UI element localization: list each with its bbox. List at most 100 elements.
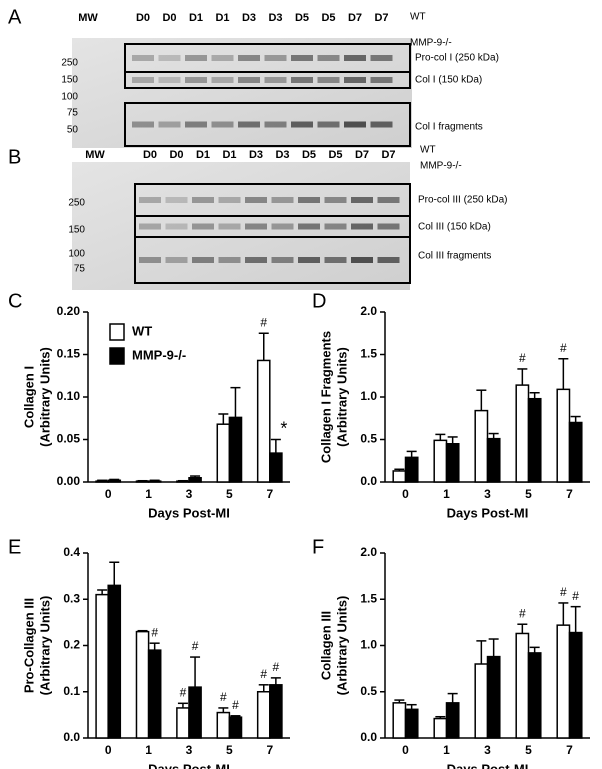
blot-band xyxy=(324,223,347,230)
bar xyxy=(392,470,407,483)
y-axis-title: Pro-Collagen III xyxy=(21,598,36,693)
bar xyxy=(404,708,419,739)
group-label: MMP-9-/- xyxy=(410,38,452,49)
panel-letter: E xyxy=(8,536,21,558)
bar xyxy=(256,691,271,739)
bar xyxy=(568,421,583,483)
bar xyxy=(486,655,501,739)
blot-band xyxy=(298,197,320,203)
bar xyxy=(269,452,283,483)
blot-band xyxy=(238,55,260,61)
box-label: Col III fragments xyxy=(418,251,491,262)
y-axis-title: (Arbitrary Units) xyxy=(37,596,52,696)
lane-label: D0 xyxy=(162,12,176,24)
bar xyxy=(147,649,162,739)
bar xyxy=(228,416,243,483)
x-axis-title: Days Post-MI xyxy=(148,505,230,520)
blot-band xyxy=(139,223,161,230)
blot-box xyxy=(124,102,411,147)
bar xyxy=(515,384,530,483)
panel-letter: D xyxy=(312,290,326,312)
y-tick-label: 0.3 xyxy=(63,591,80,605)
bar xyxy=(135,480,150,483)
y-tick-label: 2.0 xyxy=(360,304,377,318)
panel-letter: B xyxy=(8,146,21,168)
blot-band xyxy=(158,77,181,83)
blot-band xyxy=(132,55,154,61)
y-tick-label: 0.0 xyxy=(360,730,377,744)
y-axis-title: (Arbitrary Units) xyxy=(334,347,349,447)
x-tick-label: 3 xyxy=(484,487,491,501)
blot-band xyxy=(132,121,154,128)
blot-band xyxy=(218,223,241,230)
y-tick-label: 0.00 xyxy=(57,474,81,488)
significance-mark: # xyxy=(519,606,526,620)
box-label: Col I (150 kDa) xyxy=(415,75,482,86)
blot-band xyxy=(192,223,214,230)
x-tick-label: 3 xyxy=(186,743,193,757)
significance-mark: # xyxy=(232,698,239,712)
x-tick-label: 7 xyxy=(566,487,573,501)
y-tick-label: 1.5 xyxy=(360,347,377,361)
blot-band xyxy=(324,257,347,263)
bar xyxy=(269,684,283,739)
lane-label: D7 xyxy=(381,149,395,161)
blot-band xyxy=(377,197,400,203)
blot-band xyxy=(298,223,320,230)
bar xyxy=(216,423,231,483)
lane-label: D7 xyxy=(374,12,388,24)
x-tick-label: 1 xyxy=(443,487,450,501)
legend-swatch xyxy=(109,347,125,365)
mw-marker: 75 xyxy=(67,108,79,119)
bar xyxy=(135,630,150,739)
blot-band xyxy=(291,121,313,128)
lane-label: D1 xyxy=(222,149,236,161)
y-tick-label: 0.5 xyxy=(360,432,377,446)
bar xyxy=(147,480,162,483)
blot-band xyxy=(245,223,267,230)
blot-band xyxy=(324,197,347,203)
bar xyxy=(474,409,489,483)
bar xyxy=(95,480,109,483)
blot-band xyxy=(344,55,366,61)
y-axis-title: (Arbitrary Units) xyxy=(334,596,349,696)
y-tick-label: 1.5 xyxy=(360,591,377,605)
blot-band xyxy=(377,223,400,230)
significance-mark: # xyxy=(560,585,567,599)
significance-mark: # xyxy=(192,639,199,653)
panel-letter: F xyxy=(312,536,324,558)
bar xyxy=(445,702,460,739)
blot-band xyxy=(165,197,188,203)
x-tick-label: 1 xyxy=(145,487,152,501)
bar xyxy=(188,477,202,483)
group-label: MMP-9-/- xyxy=(420,161,462,172)
x-tick-label: 0 xyxy=(105,487,112,501)
blot-band xyxy=(344,77,366,83)
blot-band xyxy=(192,197,214,203)
bar xyxy=(527,397,542,483)
x-axis-title: Days Post-MI xyxy=(447,505,529,520)
mw-label: MW xyxy=(85,149,105,161)
blot-box xyxy=(124,71,411,89)
bar xyxy=(474,663,489,739)
blot-band xyxy=(238,77,260,83)
blot-band xyxy=(271,257,294,263)
bar xyxy=(107,479,122,483)
lane-label: D1 xyxy=(196,149,210,161)
significance-mark: # xyxy=(260,667,267,681)
significance-mark: # xyxy=(572,589,579,603)
y-tick-label: 0.0 xyxy=(360,474,377,488)
blot-box xyxy=(134,236,411,284)
lane-label: D5 xyxy=(302,149,316,161)
x-tick-label: 5 xyxy=(226,487,233,501)
blot-band xyxy=(185,77,207,83)
x-tick-label: 1 xyxy=(443,743,450,757)
bar xyxy=(95,593,109,739)
lane-label: D1 xyxy=(215,12,229,24)
x-tick-label: 7 xyxy=(266,743,273,757)
x-tick-label: 7 xyxy=(566,743,573,757)
y-axis-title: Collagen I xyxy=(21,366,36,428)
bar xyxy=(527,652,542,739)
blot-band xyxy=(238,121,260,128)
group-label: WT xyxy=(410,12,426,23)
